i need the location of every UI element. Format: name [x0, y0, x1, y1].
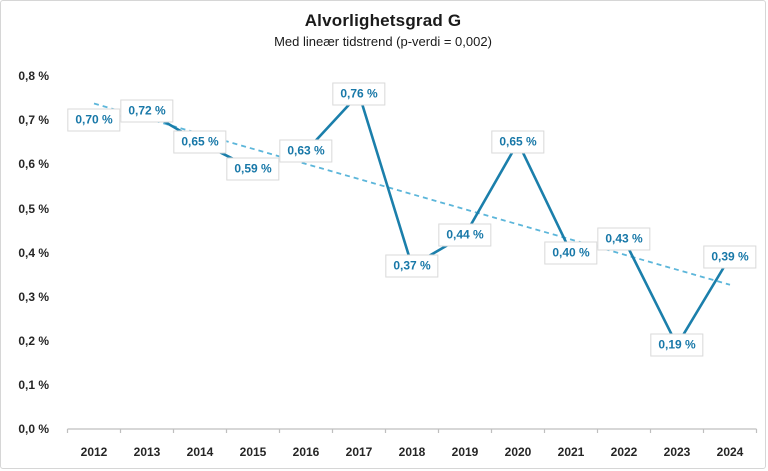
- x-axis-label: 2014: [186, 445, 214, 459]
- x-axis-label: 2013: [133, 445, 161, 459]
- data-label: 0,40 %: [544, 241, 598, 265]
- x-axis-label: 2019: [451, 445, 479, 459]
- x-axis-label: 2017: [345, 445, 373, 459]
- data-label: 0,43 %: [597, 227, 651, 251]
- x-axis-label: 2021: [557, 445, 585, 459]
- y-axis-label: 0,3 %: [18, 289, 49, 304]
- chart-title: Alvorlighetsgrad G: [304, 11, 462, 30]
- y-axis-label: 0,7 %: [18, 113, 49, 128]
- y-axis-label: 0,2 %: [18, 333, 49, 348]
- chart-title-block: Alvorlighetsgrad G Med lineær tidstrend …: [1, 11, 765, 49]
- x-axis-label: 2015: [239, 445, 267, 459]
- data-label: 0,44 %: [438, 223, 492, 247]
- data-label: 0,39 %: [703, 245, 757, 269]
- x-axis-label: 2020: [504, 445, 532, 459]
- data-label: 0,65 %: [173, 130, 227, 154]
- data-label: 0,37 %: [385, 254, 439, 278]
- chart-subtitle: Med lineær tidstrend (p-verdi = 0,002): [274, 34, 492, 49]
- y-axis-label: 0,6 %: [18, 157, 49, 172]
- y-axis-label: 0,5 %: [18, 201, 49, 216]
- x-axis-label: 2016: [292, 445, 320, 459]
- data-label: 0,65 %: [491, 130, 545, 154]
- y-axis-label: 0,0 %: [18, 422, 49, 436]
- data-label: 0,59 %: [226, 157, 280, 181]
- data-label: 0,70 %: [67, 108, 121, 132]
- data-label: 0,72 %: [120, 99, 174, 123]
- y-axis-label: 0,4 %: [18, 245, 49, 260]
- x-axis-label: 2023: [663, 445, 691, 459]
- data-label: 0,76 %: [332, 82, 386, 106]
- data-label: 0,63 %: [279, 139, 333, 163]
- x-axis-label: 2012: [80, 445, 108, 459]
- x-axis-label: 2018: [398, 445, 426, 459]
- y-axis-label: 0,1 %: [18, 377, 49, 392]
- data-label: 0,19 %: [650, 333, 704, 357]
- x-axis-label: 2024: [716, 445, 744, 459]
- x-axis-label: 2022: [610, 445, 638, 459]
- y-axis-label: 0,8 %: [18, 69, 49, 84]
